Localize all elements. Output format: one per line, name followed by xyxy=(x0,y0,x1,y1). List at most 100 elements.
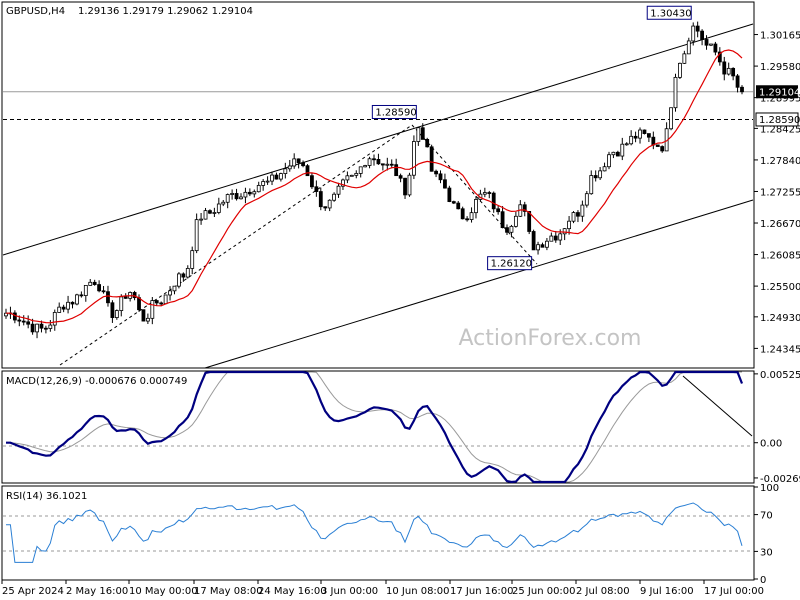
price-tick-label: 1.28995 xyxy=(760,94,800,105)
price-tick-label: 1.26085 xyxy=(760,251,800,262)
annotation-label: 1.30430 xyxy=(650,8,691,19)
candle-body xyxy=(496,208,501,213)
rsi-tick-label: 30 xyxy=(760,547,773,558)
candle-body xyxy=(571,212,576,222)
candle-body xyxy=(704,39,709,46)
candle-body xyxy=(465,218,470,221)
time-tick-label: 9 Jul 16:00 xyxy=(640,586,694,597)
candle-body xyxy=(119,296,124,311)
candle-body xyxy=(243,191,248,198)
candle-body xyxy=(509,225,514,233)
candle-body xyxy=(323,206,328,209)
candle-body xyxy=(398,175,403,179)
time-tick-label: 2 Jul 08:00 xyxy=(576,586,630,597)
candle-body xyxy=(48,324,53,329)
candle-body xyxy=(296,158,301,164)
candle-body xyxy=(278,173,283,180)
candle-body xyxy=(123,296,128,299)
candle-body xyxy=(283,168,288,174)
candle-body xyxy=(168,290,172,296)
candle-body xyxy=(403,177,407,196)
level-price-box xyxy=(755,112,799,127)
candle-body xyxy=(199,218,203,221)
macd-main-line xyxy=(6,370,744,484)
candle-body xyxy=(567,220,571,230)
candle-body xyxy=(722,61,727,75)
channel-lower-line xyxy=(204,199,754,369)
candle-body xyxy=(487,192,492,194)
candle-body xyxy=(673,76,678,109)
price-tick-label: 1.24345 xyxy=(760,344,800,355)
header-symbol: GBPUSD,H4 xyxy=(6,6,65,17)
candle-body xyxy=(44,327,48,330)
candle-body xyxy=(372,158,376,161)
channel-upper-line xyxy=(2,23,754,256)
rsi-axis: 100 70 30 0 xyxy=(754,483,779,586)
candle-body xyxy=(593,175,598,179)
candle-body xyxy=(731,67,736,77)
candle-body xyxy=(75,294,79,305)
candle-body xyxy=(61,306,66,310)
candle-body xyxy=(482,192,487,195)
macd-tick-label: -0.00269 xyxy=(760,474,800,485)
candle-body xyxy=(305,165,310,177)
price-tick-label: 1.27255 xyxy=(760,187,800,198)
annotation-label: 1.28590 xyxy=(375,107,416,118)
candle-body xyxy=(646,133,651,138)
time-tick-label: 24 May 16:00 xyxy=(258,586,327,597)
macd-signal-line xyxy=(6,371,742,483)
candle-body xyxy=(451,201,456,204)
candle-body xyxy=(83,284,88,296)
rsi-panel-border xyxy=(1,485,755,581)
candle-body xyxy=(287,165,292,170)
candle-body xyxy=(611,151,616,156)
candle-body xyxy=(172,285,177,292)
candle-body xyxy=(607,154,611,168)
candle-body xyxy=(97,284,102,292)
time-tick-label: 17 Jul 00:00 xyxy=(704,586,764,597)
candle-body xyxy=(141,309,146,322)
candle-body xyxy=(669,107,673,130)
candle-body xyxy=(456,202,461,210)
candle-body xyxy=(429,146,434,172)
price-axis: 1.30165 1.29580 1.28995 1.28425 1.27840 1.272… xyxy=(754,31,800,355)
candle-body xyxy=(252,191,257,195)
candle-body xyxy=(88,281,93,286)
candle-body xyxy=(358,166,363,174)
candle-body xyxy=(380,163,385,166)
candle-body xyxy=(79,294,84,297)
candle-body xyxy=(341,179,345,187)
candle-body xyxy=(420,127,425,140)
candle-body xyxy=(678,62,682,78)
candle-body xyxy=(21,320,26,323)
candle-body xyxy=(735,75,740,88)
candle-body xyxy=(35,323,39,333)
candle-body xyxy=(203,210,208,220)
candle-body xyxy=(185,268,190,278)
candle-body xyxy=(314,186,319,192)
candle-body xyxy=(700,30,704,40)
candle-body xyxy=(655,144,660,147)
candle-body xyxy=(425,139,430,148)
candle-body xyxy=(633,135,638,139)
candle-body xyxy=(145,317,150,322)
macd-title: MACD(12,26,9) -0.000676 0.000749 xyxy=(6,376,187,387)
current-price-label: 1.29104 xyxy=(759,87,800,98)
price-tick-label: 1.29580 xyxy=(760,62,800,73)
price-tick-label: 1.24930 xyxy=(760,313,800,324)
candle-body xyxy=(576,212,580,217)
candle-body xyxy=(500,211,505,229)
candle-body xyxy=(208,210,212,214)
candle-body xyxy=(332,193,336,201)
candle-body xyxy=(624,143,629,146)
candle-body xyxy=(101,290,106,293)
candle-body xyxy=(261,181,266,186)
candle-body xyxy=(642,129,647,134)
candle-body xyxy=(265,180,270,183)
candle-body xyxy=(491,192,496,210)
rsi-tick-label: 70 xyxy=(760,511,773,522)
candle-body xyxy=(629,135,634,145)
candle-body xyxy=(114,310,119,318)
candle-body xyxy=(740,86,744,93)
